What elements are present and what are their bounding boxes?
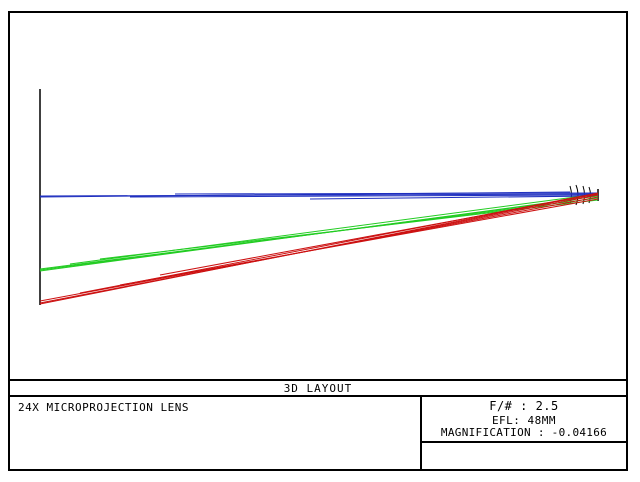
- lens-specs: F/# : 2.5 EFL: 48MM MAGNIFICATION : -0.0…: [422, 397, 626, 443]
- ray-line: [309, 195, 599, 200]
- layout-plot-frame: 3D LAYOUT 24X MICROPROJECTION LENS F/# :…: [8, 11, 628, 471]
- lens-info-panel: 24X MICROPROJECTION LENS: [10, 397, 422, 469]
- ray-line: [39, 191, 571, 198]
- ray-line: [129, 194, 599, 198]
- lens-specs-panel: F/# : 2.5 EFL: 48MM MAGNIFICATION : -0.0…: [422, 397, 626, 469]
- f-number-label: F/# : 2.5: [489, 399, 559, 413]
- ray-bundle-field-2: [39, 193, 599, 272]
- layout-title-strip: 3D LAYOUT: [10, 379, 626, 397]
- efl-label: EFL: 48MM: [491, 414, 557, 427]
- ray-bundle-field-1: [39, 191, 599, 200]
- ray-line: [119, 198, 599, 286]
- lens-name: 24X MICROPROJECTION LENS: [18, 401, 189, 414]
- ray-trace-layout: [10, 13, 626, 379]
- ray-bundle-field-3: [39, 192, 599, 305]
- magnification-label: MAGNIFICATION : -0.04166: [440, 426, 608, 439]
- ray-line: [39, 200, 561, 305]
- ray-trace-diagram: [39, 89, 599, 305]
- ray-line: [159, 193, 599, 276]
- layout-title: 3D LAYOUT: [283, 381, 353, 395]
- ray-line: [39, 202, 551, 271]
